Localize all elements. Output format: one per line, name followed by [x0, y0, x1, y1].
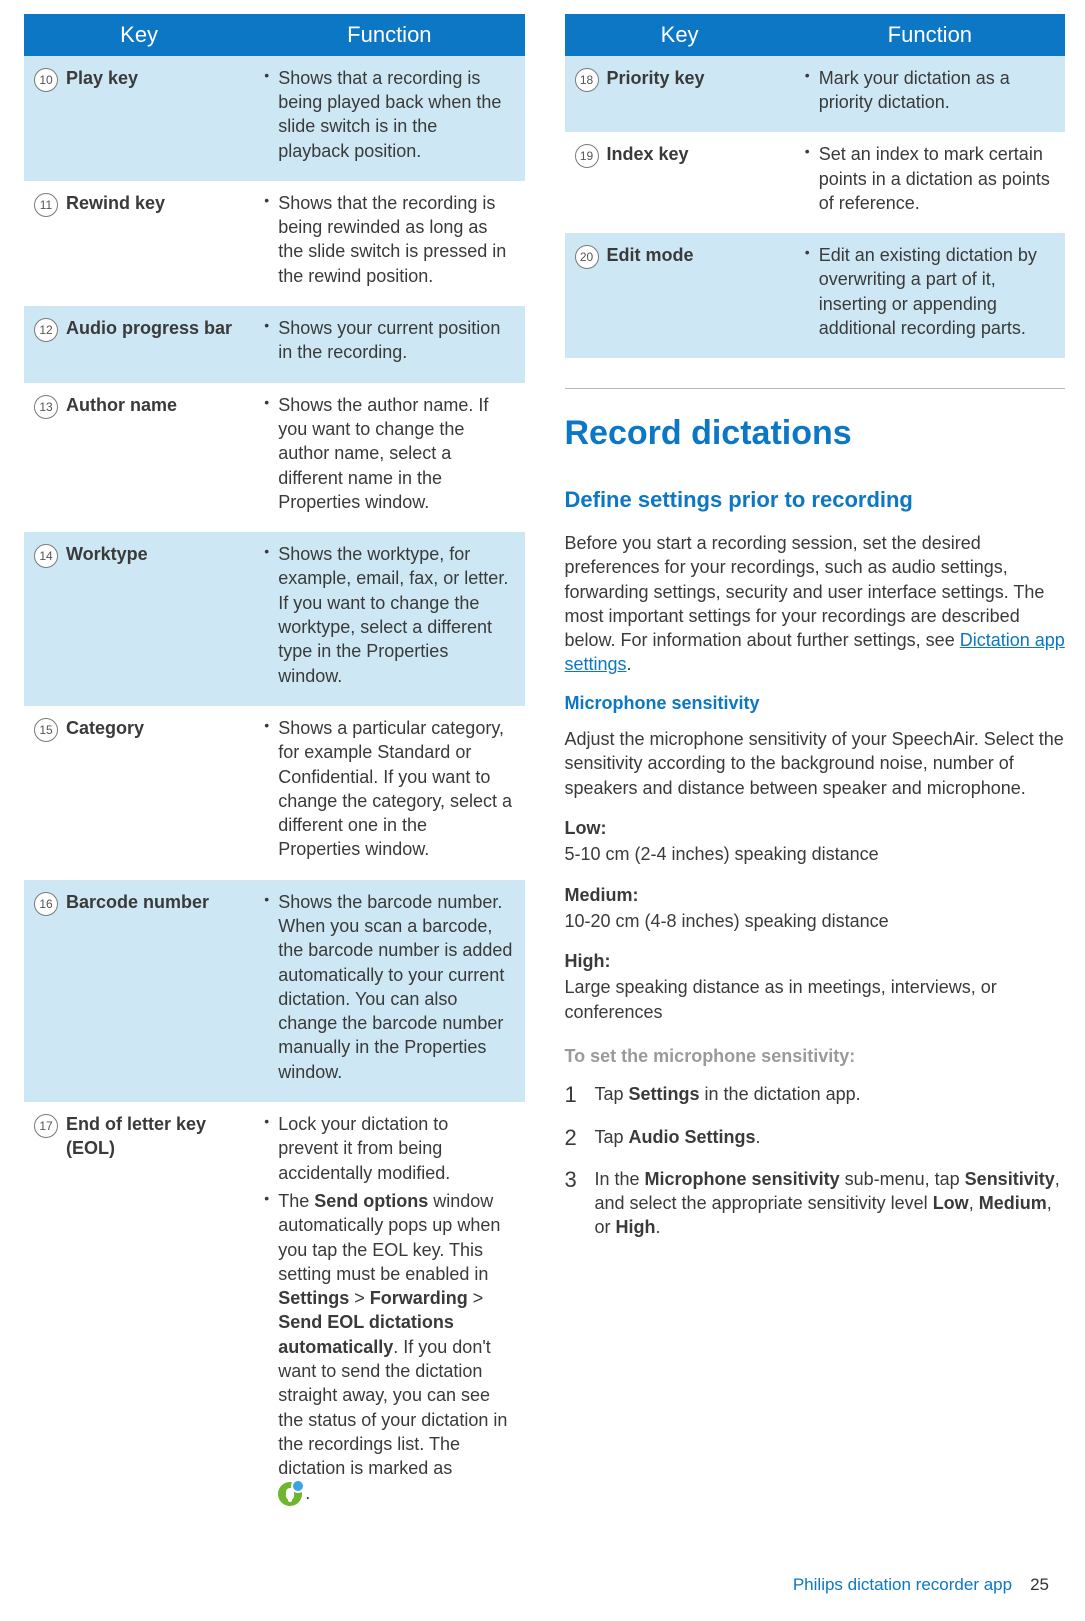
- step-item: Tap Settings in the dictation app.: [565, 1082, 1066, 1106]
- table-row: 12 Audio progress bar Shows your current p…: [24, 306, 525, 383]
- steps-heading: To set the microphone sensitivity:: [565, 1044, 1066, 1068]
- table-row: 16 Barcode number Shows the barcode number…: [24, 880, 525, 1102]
- function-item: Shows the worktype, for example, email, …: [264, 542, 512, 688]
- key-name: Barcode number: [66, 890, 209, 914]
- key-name: Author name: [66, 393, 177, 417]
- key-number: 14: [34, 544, 58, 568]
- key-name: Index key: [607, 142, 689, 166]
- key-name: Rewind key: [66, 191, 165, 215]
- function-item: Shows a particular category, for example…: [264, 716, 512, 862]
- table-row: 11 Rewind key Shows that the recording is …: [24, 181, 525, 306]
- function-item: Edit an existing dictation by overwritin…: [805, 243, 1053, 340]
- step-item: In the Microphone sensitivity sub-menu, …: [565, 1167, 1066, 1240]
- sensitivity-level-text: 10-20 cm (4-8 inches) speaking distance: [565, 909, 1066, 933]
- table-row: 10 Play key Shows that a recording is bein…: [24, 56, 525, 181]
- sensitivity-level-label: Low:: [565, 816, 1066, 840]
- footer-title: Philips dictation recorder app: [793, 1574, 1012, 1597]
- key-number: 17: [34, 1114, 58, 1138]
- key-function-table-left: Key Function 10 Play key Shows that a reco…: [24, 14, 525, 1524]
- page-footer: Philips dictation recorder app 25: [0, 1564, 1085, 1621]
- function-item: Set an index to mark certain points in a…: [805, 142, 1053, 215]
- table-row: 19 Index key Set an index to mark certain …: [565, 132, 1066, 233]
- function-item: Mark your dictation as a priority dictat…: [805, 66, 1053, 115]
- key-name: Worktype: [66, 542, 148, 566]
- key-number: 16: [34, 892, 58, 916]
- key-name: End of letter key (EOL): [66, 1112, 242, 1161]
- dictation-status-icon: [278, 1482, 302, 1506]
- steps-list: Tap Settings in the dictation app. Tap Au…: [565, 1082, 1066, 1239]
- key-name: Edit mode: [607, 243, 694, 267]
- key-number: 10: [34, 68, 58, 92]
- key-name: Category: [66, 716, 144, 740]
- function-item: The Send options window automatically po…: [264, 1189, 512, 1506]
- section-title: Record dictations: [565, 388, 1066, 457]
- key-number: 11: [34, 193, 58, 217]
- function-item: Shows your current position in the recor…: [264, 316, 512, 365]
- key-number: 20: [575, 245, 599, 269]
- mic-sensitivity-heading: Microphone sensitivity: [565, 691, 1066, 715]
- sensitivity-level-label: Medium:: [565, 883, 1066, 907]
- function-item: Lock your dictation to prevent it from b…: [264, 1112, 512, 1185]
- mic-sensitivity-paragraph: Adjust the microphone sensitivity of you…: [565, 727, 1066, 800]
- table-header-key: Key: [24, 14, 254, 56]
- key-number: 12: [34, 318, 58, 342]
- table-row: 20 Edit mode Edit an existing dictation by…: [565, 233, 1066, 358]
- key-name: Play key: [66, 66, 138, 90]
- key-name: Priority key: [607, 66, 705, 90]
- function-item: Shows that a recording is being played b…: [264, 66, 512, 163]
- table-header-key: Key: [565, 14, 795, 56]
- footer-page-number: 25: [1030, 1574, 1049, 1597]
- key-number: 19: [575, 144, 599, 168]
- function-item: Shows the barcode number. When you scan …: [264, 890, 512, 1084]
- table-row: 18 Priority key Mark your dictation as a p…: [565, 56, 1066, 133]
- step-item: Tap Audio Settings.: [565, 1125, 1066, 1149]
- table-header-function: Function: [254, 14, 524, 56]
- sensitivity-level-text: 5-10 cm (2-4 inches) speaking distance: [565, 842, 1066, 866]
- function-item: Shows the author name. If you want to ch…: [264, 393, 512, 514]
- table-header-function: Function: [795, 14, 1065, 56]
- table-row: 15 Category Shows a particular category, f…: [24, 706, 525, 880]
- sensitivity-level-text: Large speaking distance as in meetings, …: [565, 975, 1066, 1024]
- key-number: 13: [34, 395, 58, 419]
- function-item: Shows that the recording is being rewind…: [264, 191, 512, 288]
- table-row: 14 Worktype Shows the worktype, for exampl…: [24, 532, 525, 706]
- key-function-table-right: Key Function 18 Priority key Mark your dic…: [565, 14, 1066, 358]
- intro-paragraph: Before you start a recording session, se…: [565, 531, 1066, 677]
- section-subtitle: Define settings prior to recording: [565, 485, 1066, 515]
- key-number: 15: [34, 718, 58, 742]
- table-row: 17 End of letter key (EOL) Lock your dicta…: [24, 1102, 525, 1524]
- table-row: 13 Author name Shows the author name. If y…: [24, 383, 525, 532]
- key-name: Audio progress bar: [66, 316, 232, 340]
- key-number: 18: [575, 68, 599, 92]
- sensitivity-level-label: High:: [565, 949, 1066, 973]
